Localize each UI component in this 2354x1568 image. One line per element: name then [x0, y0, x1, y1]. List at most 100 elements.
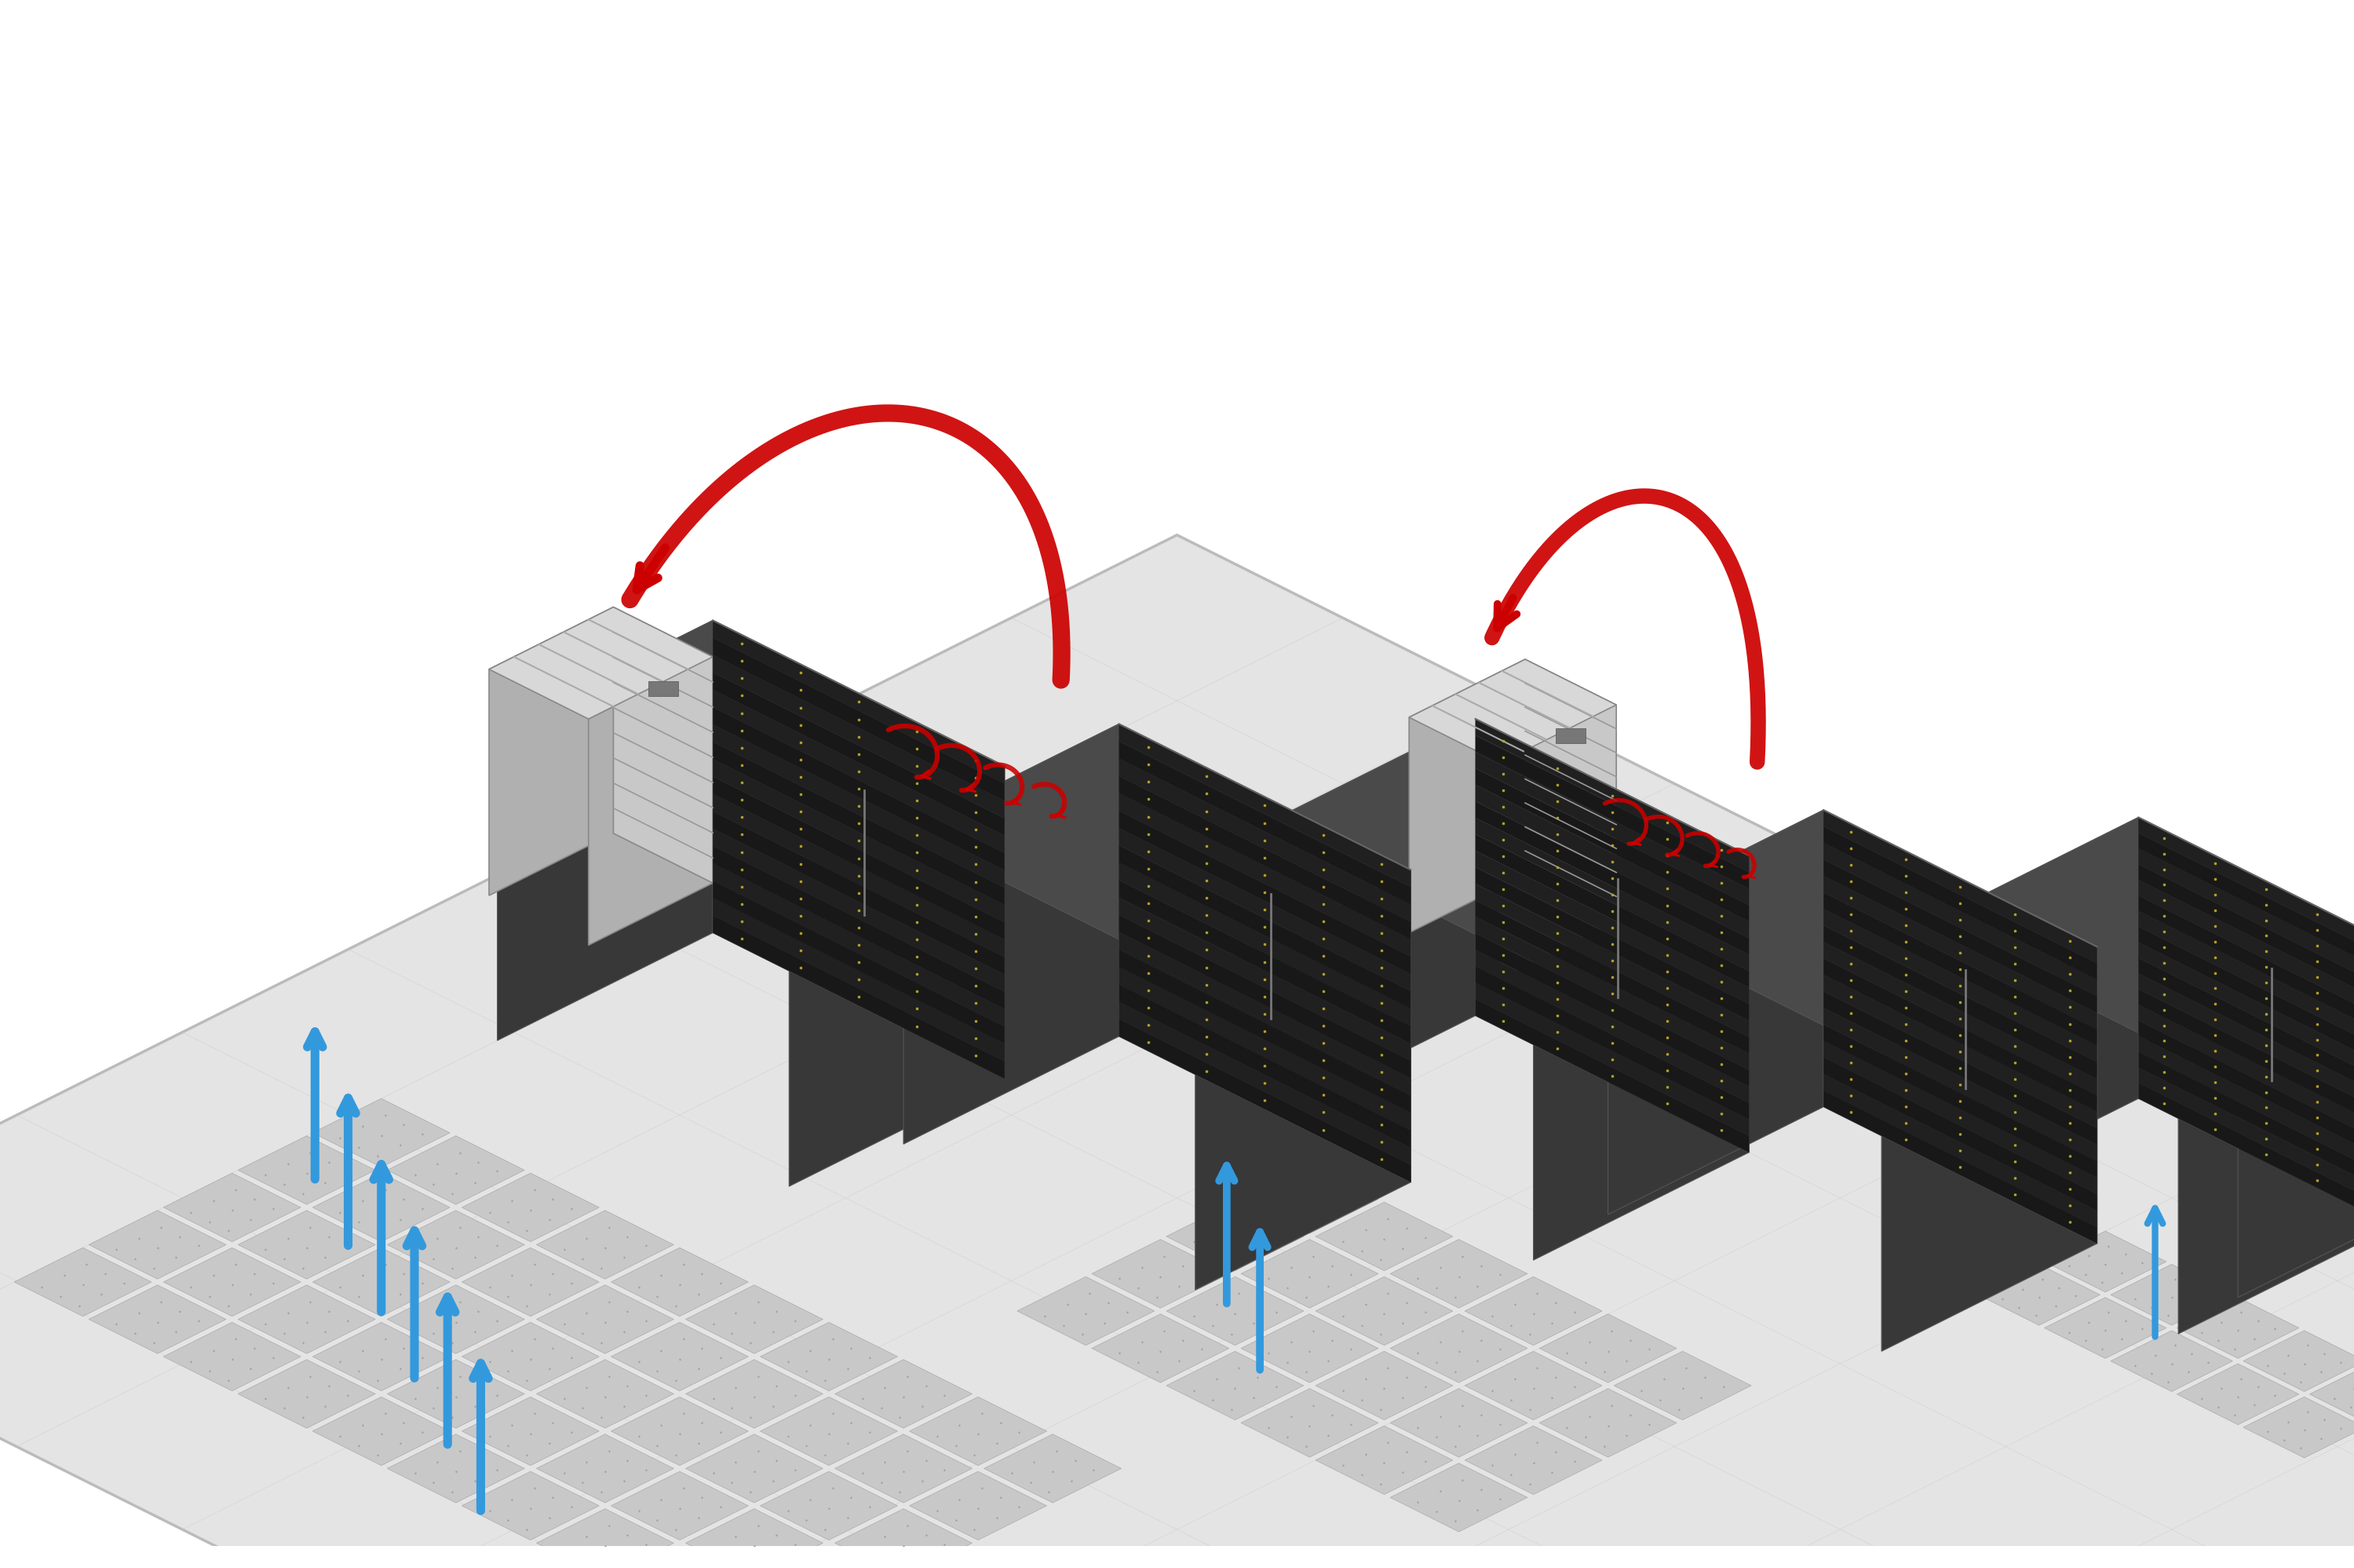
Polygon shape	[2137, 880, 2354, 1024]
Polygon shape	[162, 1248, 301, 1317]
Polygon shape	[2112, 1331, 2232, 1392]
Polygon shape	[2137, 974, 2354, 1116]
Polygon shape	[1476, 818, 1749, 971]
Polygon shape	[2137, 818, 2354, 1226]
Polygon shape	[1118, 759, 1410, 922]
Polygon shape	[612, 1397, 749, 1466]
Polygon shape	[713, 881, 1005, 1044]
Polygon shape	[1977, 1264, 2100, 1325]
Polygon shape	[1464, 1276, 1603, 1345]
Polygon shape	[461, 1173, 600, 1242]
Polygon shape	[1118, 933, 1410, 1096]
Polygon shape	[713, 812, 1005, 975]
Polygon shape	[2043, 1231, 2166, 1292]
Polygon shape	[1476, 768, 1749, 922]
Polygon shape	[1118, 776, 1410, 939]
Polygon shape	[1316, 1352, 1452, 1421]
Polygon shape	[1259, 720, 1749, 964]
Polygon shape	[1118, 881, 1410, 1044]
Polygon shape	[388, 1359, 525, 1428]
Polygon shape	[1118, 898, 1410, 1062]
Polygon shape	[836, 1435, 972, 1502]
Polygon shape	[1241, 1240, 1377, 1308]
Polygon shape	[1499, 706, 1617, 978]
Polygon shape	[2309, 1364, 2354, 1425]
Polygon shape	[2239, 909, 2354, 1145]
Polygon shape	[537, 1286, 673, 1353]
Polygon shape	[612, 1322, 749, 1391]
Polygon shape	[1476, 720, 1749, 872]
Polygon shape	[1476, 933, 1749, 1087]
Polygon shape	[1824, 1074, 2097, 1228]
Polygon shape	[713, 673, 1005, 836]
Polygon shape	[1391, 1314, 1528, 1383]
Polygon shape	[1464, 1352, 1603, 1421]
Polygon shape	[2137, 895, 2354, 1040]
Polygon shape	[1923, 818, 2137, 1206]
Polygon shape	[2137, 1036, 2354, 1179]
Polygon shape	[1410, 660, 1525, 933]
Polygon shape	[2137, 942, 2354, 1085]
Polygon shape	[2043, 1298, 2166, 1358]
Polygon shape	[1476, 801, 1749, 955]
Polygon shape	[14, 1248, 151, 1317]
Polygon shape	[1824, 942, 2097, 1096]
Polygon shape	[1476, 834, 1749, 988]
Polygon shape	[1476, 999, 1749, 1152]
Polygon shape	[760, 1397, 897, 1466]
Polygon shape	[1118, 950, 1410, 1113]
Polygon shape	[1410, 660, 1617, 764]
Polygon shape	[904, 724, 1410, 978]
Polygon shape	[388, 1286, 525, 1353]
Polygon shape	[2137, 1005, 2354, 1148]
Polygon shape	[588, 657, 713, 946]
Polygon shape	[537, 1210, 673, 1279]
Polygon shape	[909, 1397, 1048, 1466]
Polygon shape	[1118, 1002, 1410, 1165]
Polygon shape	[1118, 967, 1410, 1131]
Polygon shape	[713, 778, 1005, 941]
Polygon shape	[713, 742, 1005, 905]
Polygon shape	[490, 607, 614, 895]
Polygon shape	[1316, 1276, 1452, 1345]
Polygon shape	[388, 1435, 525, 1502]
Polygon shape	[1476, 900, 1749, 1054]
Polygon shape	[313, 1322, 450, 1391]
Polygon shape	[1118, 828, 1410, 991]
Polygon shape	[1476, 786, 1749, 938]
Polygon shape	[2137, 911, 2354, 1055]
Polygon shape	[1881, 947, 2097, 1352]
Polygon shape	[713, 829, 1005, 993]
Polygon shape	[2239, 909, 2354, 1298]
Polygon shape	[713, 655, 1005, 818]
Polygon shape	[1824, 925, 2097, 1079]
Polygon shape	[2137, 848, 2354, 993]
Polygon shape	[2112, 1264, 2232, 1325]
Polygon shape	[1196, 870, 1410, 1290]
Polygon shape	[1092, 1314, 1229, 1383]
Polygon shape	[713, 690, 1005, 853]
Polygon shape	[2137, 1068, 2354, 1210]
Polygon shape	[1118, 1019, 1410, 1182]
Polygon shape	[1923, 818, 2354, 1054]
Polygon shape	[713, 864, 1005, 1027]
Polygon shape	[2243, 1331, 2354, 1392]
Polygon shape	[1118, 985, 1410, 1148]
Polygon shape	[1017, 1276, 1153, 1345]
Polygon shape	[1824, 991, 2097, 1145]
Polygon shape	[1165, 1203, 1304, 1272]
Polygon shape	[461, 1248, 600, 1317]
Polygon shape	[1165, 1352, 1304, 1421]
Polygon shape	[1241, 1165, 1377, 1234]
Polygon shape	[1824, 1041, 2097, 1195]
Polygon shape	[2137, 989, 2354, 1132]
Polygon shape	[388, 1137, 525, 1204]
Polygon shape	[713, 621, 1005, 784]
Polygon shape	[537, 1435, 673, 1502]
Polygon shape	[1391, 1240, 1528, 1308]
Polygon shape	[1092, 1240, 1229, 1308]
Polygon shape	[2137, 833, 2354, 977]
Polygon shape	[1824, 1091, 2097, 1243]
Polygon shape	[713, 759, 1005, 922]
Polygon shape	[713, 621, 1005, 1079]
